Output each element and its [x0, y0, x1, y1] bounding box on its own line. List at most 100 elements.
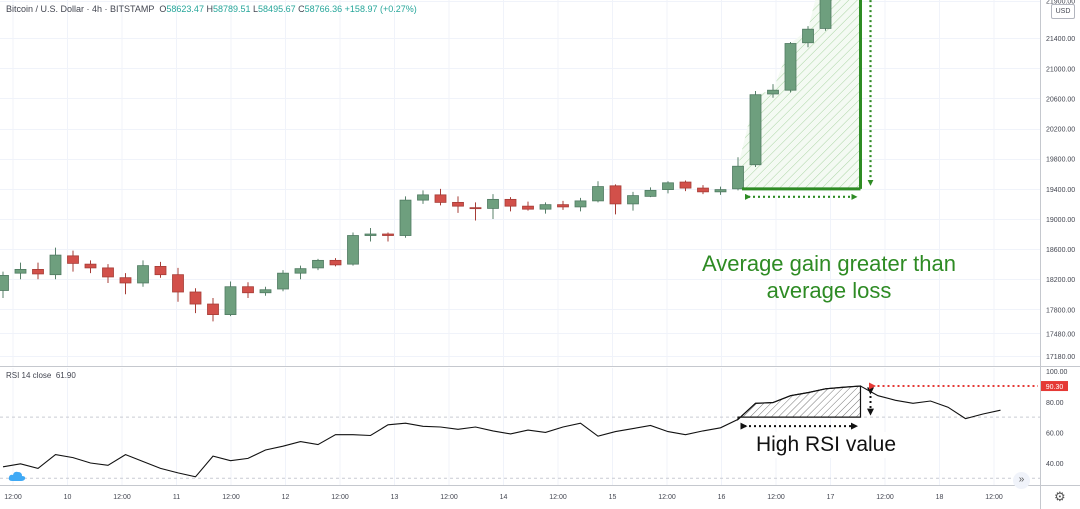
symbol-legend: Bitcoin / U.S. Dollar · 4h · BITSTAMP O5…	[6, 4, 417, 14]
candle-down	[609, 185, 622, 205]
high-value: 58789.51	[212, 4, 251, 14]
price-tick-label: 17800.00	[1046, 307, 1075, 314]
rsi-line	[2, 385, 1001, 478]
candle-down	[172, 274, 184, 293]
price-tick-label: 21400.00	[1046, 36, 1075, 43]
time-axis[interactable]: 12:00 10 12:00 11 12:00 12 12:00 13 12:00 14 12:00…	[4, 494, 1003, 501]
currency-button[interactable]: USD	[1051, 4, 1075, 19]
rsi-tick-label: 60.00	[1046, 430, 1064, 437]
time-tick-label: 16	[718, 494, 726, 501]
rsi-marker-box	[1041, 381, 1068, 392]
candle-up	[732, 165, 744, 190]
time-tick-label: 15	[609, 494, 617, 501]
candle-up	[767, 89, 779, 95]
price-tick-label: 20200.00	[1046, 127, 1075, 134]
candle-down	[504, 198, 517, 207]
rsi-tick-label: 100.00	[1046, 369, 1068, 376]
rsi-marker-value: 90.30	[1046, 384, 1064, 391]
candle-up	[137, 265, 149, 284]
gear-icon[interactable]: ⚙	[1054, 489, 1066, 504]
candle-down	[154, 265, 167, 276]
time-tick-label: 12:00	[876, 494, 894, 501]
candle-up	[259, 289, 272, 294]
candle-up	[784, 43, 797, 91]
candle-up	[574, 200, 587, 208]
rsi-series	[2, 385, 1001, 478]
time-tick-label: 12:00	[331, 494, 349, 501]
price-axis[interactable]: 17180.00 17480.00 17800.00 18200.00 18600.00…	[1046, 0, 1075, 361]
annotation-arrows	[740, 0, 1038, 430]
open-value: 58623.47	[166, 4, 204, 14]
price-tick-label: 19000.00	[1046, 217, 1075, 224]
close-label: C	[298, 4, 305, 14]
candle-up	[714, 189, 727, 193]
price-tick-label: 18200.00	[1046, 277, 1075, 284]
candle-down	[679, 181, 692, 189]
annotation-areas	[738, 0, 861, 189]
candle-down	[189, 291, 202, 305]
candle-up	[627, 195, 639, 205]
candle-down	[434, 194, 447, 203]
price-tick-label: 21900.00	[1046, 0, 1075, 6]
price-tick-label: 17480.00	[1046, 331, 1075, 338]
time-tick-label: 12	[282, 494, 290, 501]
candle-up	[224, 286, 237, 315]
candle-down	[557, 204, 569, 208]
cloud-icon[interactable]	[8, 470, 26, 483]
time-tick-label: 12:00	[985, 494, 1003, 501]
candle-up	[364, 233, 377, 236]
symbol-title: Bitcoin / U.S. Dollar · 4h · BITSTAMP	[6, 4, 155, 14]
rsi-tick-label: 80.00	[1046, 400, 1064, 407]
candle-up	[347, 235, 359, 265]
time-tick-label: 13	[391, 494, 399, 501]
candle-up	[14, 269, 27, 274]
candle-up	[0, 275, 9, 291]
candle-down	[382, 233, 394, 236]
candle-up	[749, 94, 762, 166]
candle-up	[592, 186, 604, 202]
change-value: +158.97 (+0.27%)	[344, 4, 417, 14]
time-tick-label: 12:00	[549, 494, 567, 501]
gain-annotation: Average gain greater than average loss	[684, 250, 974, 304]
rsi-legend-name: RSI 14 close	[6, 371, 52, 380]
price-tick-label: 18600.00	[1046, 247, 1075, 254]
candle-down	[102, 267, 114, 278]
price-tick-label: 19400.00	[1046, 187, 1075, 194]
time-tick-label: 12:00	[113, 494, 131, 501]
time-tick-label: 17	[827, 494, 835, 501]
candle-down	[329, 259, 342, 266]
time-tick-label: 11	[173, 494, 180, 501]
candle-down	[452, 201, 464, 207]
time-tick-label: 12:00	[222, 494, 240, 501]
time-tick-label: 12:00	[658, 494, 676, 501]
candle-down	[697, 187, 709, 193]
time-tick-label: 12:00	[440, 494, 458, 501]
price-tick-label: 21000.00	[1046, 66, 1075, 73]
close-value: 58766.36	[304, 4, 343, 14]
gain-annotation-line2: average loss	[766, 278, 892, 303]
candle-up	[312, 259, 324, 269]
candle-up	[819, 0, 832, 29]
time-tick-label: 18	[936, 494, 944, 501]
candle-up	[539, 204, 552, 210]
candle-up	[644, 189, 657, 197]
candle-up	[487, 198, 499, 209]
candlestick-series	[0, 0, 832, 322]
grid-lines	[0, 0, 1040, 485]
candle-up	[294, 268, 307, 274]
candle-down	[469, 207, 482, 210]
candle-up	[662, 182, 674, 190]
candle-down	[522, 205, 534, 210]
time-tick-label: 12:00	[4, 494, 22, 501]
rsi-axis[interactable]: 40.00 60.00 80.00 100.00 90.30	[1041, 369, 1068, 468]
time-tick-label: 10	[64, 494, 72, 501]
low-label: L	[253, 4, 259, 14]
double-chevron-right-icon[interactable]: »	[1013, 472, 1030, 489]
time-tick-label: 14	[500, 494, 508, 501]
candle-down	[84, 263, 97, 269]
high-label: H	[206, 4, 213, 14]
price-tick-label: 17180.00	[1046, 354, 1075, 361]
rsi-tick-label: 40.00	[1046, 461, 1064, 468]
